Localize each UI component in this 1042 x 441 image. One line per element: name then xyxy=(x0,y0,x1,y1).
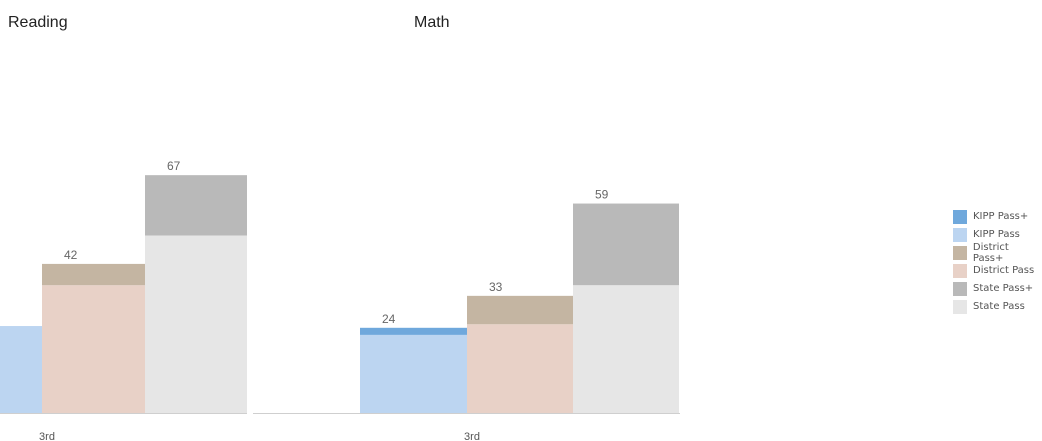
legend-label: State Pass xyxy=(973,301,1025,312)
legend-label: KIPP Pass+ xyxy=(973,211,1029,222)
legend-item-kipp-pass-plus: KIPP Pass+ xyxy=(953,208,1042,225)
x-tick-label: 3rd xyxy=(39,431,55,441)
legend: KIPP Pass+ KIPP Pass District Pass+ Dist… xyxy=(953,208,1042,316)
data-label-kipp: 24 xyxy=(382,312,396,326)
legend-label: State Pass+ xyxy=(973,283,1034,294)
x-tick-label: 3rd xyxy=(464,431,480,441)
bar-state-pass xyxy=(573,285,679,413)
legend-item-state-pass: State Pass xyxy=(953,298,1042,315)
reading-chart-title: Reading xyxy=(8,14,68,31)
legend-label: District Pass+ xyxy=(972,241,1009,264)
legend-item-state-pass-plus: State Pass+ xyxy=(953,280,1042,297)
bar-district-pass xyxy=(467,324,573,413)
legend-label: District Pass xyxy=(973,265,1035,276)
bar-kipp-pass xyxy=(360,334,467,413)
legend-item-kipp-pass: KIPP Pass xyxy=(953,226,1042,243)
data-label-state: 67 xyxy=(167,159,181,173)
bar-state-pass xyxy=(145,235,247,413)
legend-swatch xyxy=(953,209,967,224)
legend-swatch xyxy=(953,281,967,296)
legend-item-district-pass-plus: District Pass+ xyxy=(953,241,1042,264)
bar-state-pass-plus xyxy=(145,175,247,236)
legend-swatch xyxy=(953,227,967,242)
legend-label: KIPP Pass xyxy=(973,229,1020,240)
bar-district-pass xyxy=(42,285,145,413)
bar-state-pass-plus xyxy=(573,203,679,286)
data-label-district: 33 xyxy=(489,280,503,294)
legend-item-district-pass: District Pass xyxy=(953,262,1042,279)
legend-swatch xyxy=(953,299,967,314)
bar-district-pass-plus xyxy=(42,263,145,286)
legend-swatch xyxy=(953,263,967,278)
data-label-state: 59 xyxy=(595,188,609,202)
bar-district-pass-plus xyxy=(467,295,573,325)
math-chart-title: Math xyxy=(414,14,450,31)
bar-kipp-pass xyxy=(0,326,42,413)
data-label-district: 42 xyxy=(64,248,78,262)
legend-swatch xyxy=(953,245,967,260)
bar-kipp-pass-plus xyxy=(360,327,467,335)
